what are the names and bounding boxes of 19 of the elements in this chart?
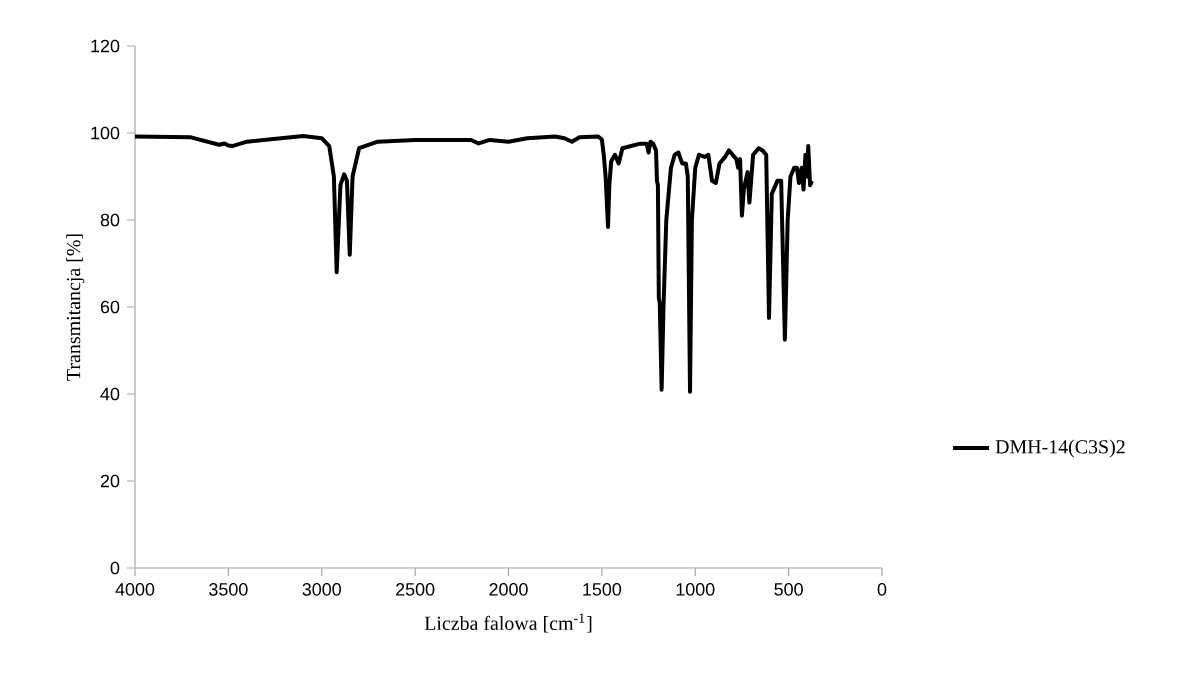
y-tick-label: 20 <box>100 474 120 488</box>
y-tick-label: 40 <box>100 387 120 401</box>
x-tick-label: 3000 <box>302 583 341 596</box>
x-tick-label: 1000 <box>676 583 715 596</box>
x-tick-label: 3500 <box>209 583 248 596</box>
y-tick-label: 0 <box>110 561 120 575</box>
y-tick-label: 60 <box>100 300 120 314</box>
x-tick-label: 1500 <box>583 583 622 596</box>
x-axis-title: Liczba falowa [cm$^{-1}$] <box>424 613 592 633</box>
x-tick-label: 4000 <box>115 583 155 596</box>
x-tick-label: 2000 <box>489 583 528 596</box>
legend-label: DMH-14(C3S)2 <box>995 439 1125 458</box>
y-tick-label: 80 <box>100 213 120 227</box>
x-tick-label: 500 <box>774 583 803 596</box>
x-tick-label: 0 <box>877 583 887 596</box>
x-tick-label: 2500 <box>396 583 435 596</box>
y-axis-title: Transmitancja [%] <box>66 234 85 381</box>
y-tick-label: 100 <box>91 126 120 140</box>
y-tick-label: 120 <box>91 39 120 53</box>
